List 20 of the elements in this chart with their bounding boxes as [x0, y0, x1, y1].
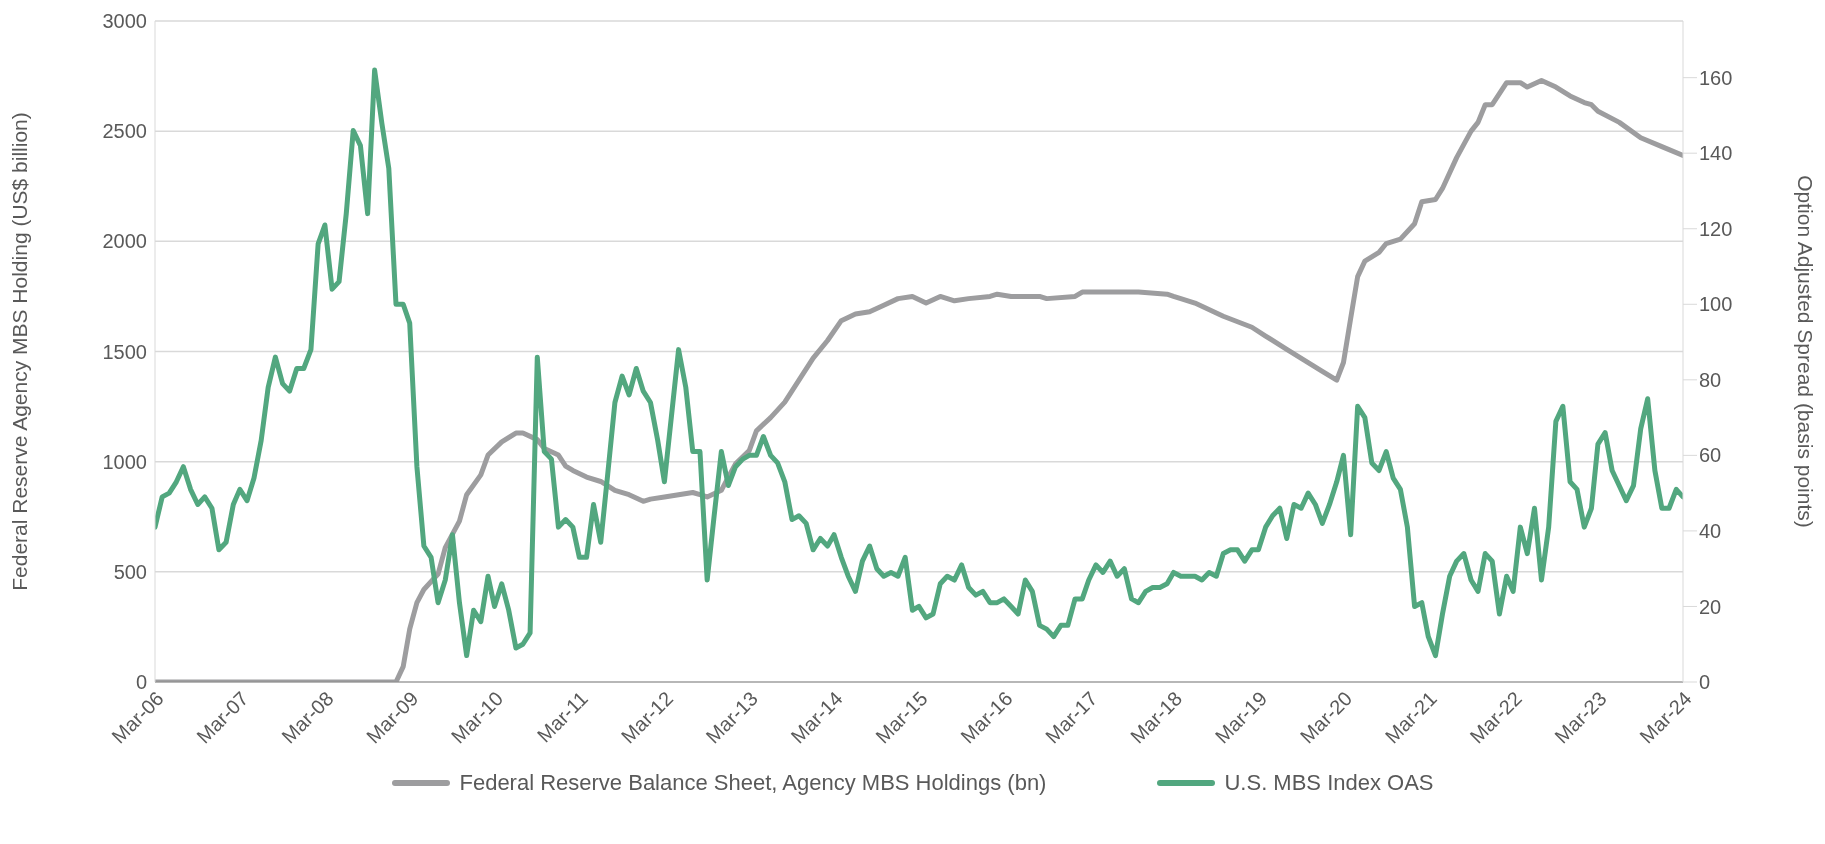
- y2-tick-label: 40: [1699, 520, 1722, 543]
- y2-tick-label: 20: [1699, 595, 1722, 618]
- y2-tick-label: 140: [1699, 142, 1733, 165]
- y2-tick-label: 80: [1699, 368, 1722, 391]
- y2-axis-title: Option Adjusted Spread (basis points): [1793, 175, 1817, 528]
- y-tick-label: 0: [135, 671, 147, 694]
- y2-tick-label: 160: [1699, 66, 1733, 89]
- y-tick-label: 1000: [102, 450, 147, 473]
- legend-label: Federal Reserve Balance Sheet, Agency MBS Holdings (bn): [459, 770, 1047, 796]
- y-tick-label: 3000: [102, 10, 147, 33]
- y-axis-title: Federal Reserve Agency MBS Holding (US$ billion): [8, 112, 32, 591]
- y-tick-label: 500: [113, 560, 147, 583]
- y-tick-label: 2500: [102, 120, 147, 143]
- y-tick-label: 1500: [102, 340, 147, 363]
- y-tick-label: 2000: [102, 230, 147, 253]
- legend-label: U.S. MBS Index OAS: [1224, 770, 1434, 796]
- y2-tick-label: 60: [1699, 444, 1722, 467]
- y2-tick-label: 0: [1699, 671, 1711, 694]
- y2-tick-label: 100: [1699, 293, 1733, 316]
- y2-tick-label: 120: [1699, 217, 1733, 240]
